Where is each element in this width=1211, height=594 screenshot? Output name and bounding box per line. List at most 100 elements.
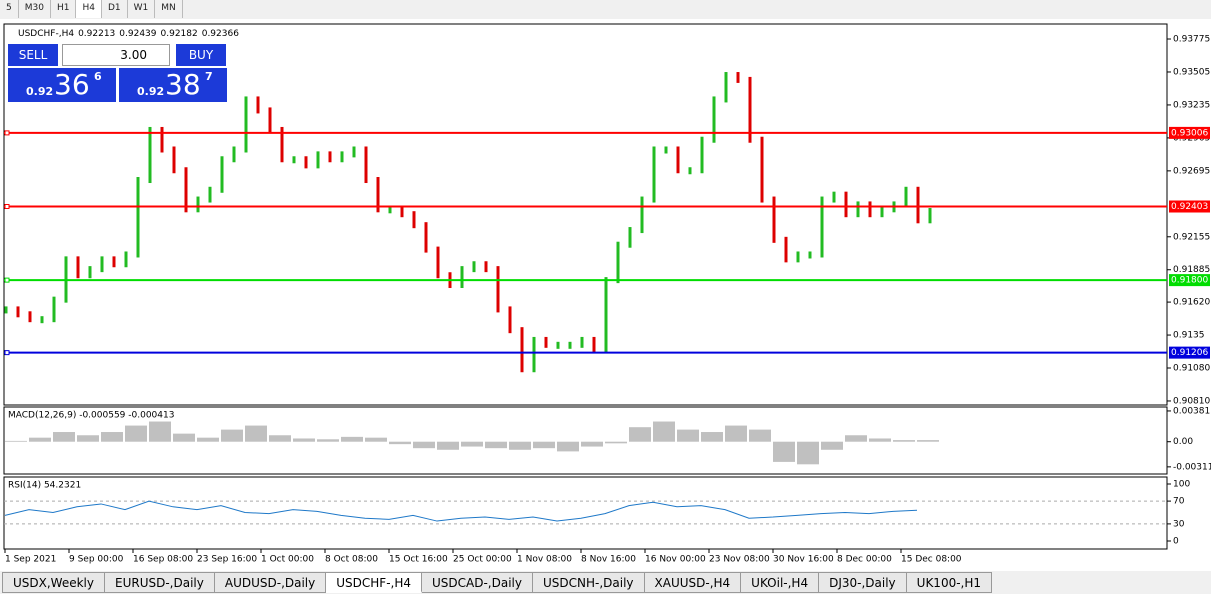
sell-button[interactable]: SELL [8,44,58,66]
macd-bar [53,432,75,442]
rsi-line [4,500,918,522]
chart-tab[interactable]: XAUUSD-,H4 [644,572,742,593]
candle [148,126,152,184]
candle [16,306,20,318]
buy-button[interactable]: BUY [176,44,226,66]
x-tick-label: 1 Nov 08:00 [517,555,572,565]
price-pip: 7 [205,70,213,83]
candle [628,227,632,248]
candle [520,327,524,373]
macd-bar [269,435,291,442]
chart-tab[interactable]: UKOil-,H4 [741,572,820,593]
x-tick-label: 16 Sep 08:00 [133,555,193,565]
macd-bar [101,432,123,442]
chart-tab[interactable]: USDX,Weekly [2,572,105,593]
timeframe-button[interactable]: W1 [128,0,156,18]
macd-bar [77,435,99,442]
candle [412,211,416,229]
chart-tab[interactable]: UK100-,H1 [906,572,993,593]
ohlc-value: 0.92439 [119,29,156,39]
timeframe-button[interactable]: M30 [19,0,51,18]
chart-tab[interactable]: USDCHF-,H4 [326,572,422,593]
y-tick-label: 0.91620 [1173,298,1210,308]
macd-bar [653,421,675,442]
level-label: 0.91206 [1171,348,1208,358]
x-tick-label: 1 Sep 2021 [5,555,56,565]
timeframe-button[interactable]: H1 [51,0,77,18]
price-big: 0.92 [26,85,54,98]
candle [532,336,536,373]
level-label: 0.92403 [1171,202,1208,212]
y-tick-label: 0.92695 [1173,166,1210,176]
ohlc-value: 0.92213 [78,29,115,39]
chart-tab[interactable]: DJ30-,Daily [819,572,907,593]
candle [916,186,920,224]
candle [928,208,932,224]
macd-bar [245,425,267,442]
chart-header: USDCHF-,H4 0.92213 0.92439 0.92182 0.92366 [18,29,239,39]
macd-bar [197,437,219,442]
price-pip: 6 [94,70,102,83]
lot-input[interactable]: 3.00 [62,44,170,66]
chart-tab[interactable]: USDCAD-,Daily [422,572,533,593]
x-tick-label: 30 Nov 16:00 [773,555,834,565]
timeframe-button[interactable]: D1 [102,0,128,18]
candle [40,316,44,324]
macd-bar [29,437,51,442]
indicator-label: RSI(14) 54.2321 [8,481,81,491]
x-tick-label: 1 Oct 00:00 [261,555,314,565]
x-tick-label: 23 Sep 16:00 [197,555,257,565]
y-tick-label: 0.00 [1173,437,1193,447]
chart-tab[interactable]: AUDUSD-,Daily [214,572,327,593]
level-label-box [1169,274,1210,287]
price-big: 0.92 [137,85,165,98]
timeframe-button[interactable]: 5 [0,0,19,18]
trade-panel: SELL 3.00 BUY 0.92 36 6 0.92 38 7 [8,44,227,102]
candle [688,167,692,175]
candle [772,196,776,243]
x-tick-label: 15 Dec 08:00 [901,555,962,565]
y-tick-label: 0 [1173,537,1179,547]
x-tick-label: 23 Nov 08:00 [709,555,770,565]
x-tick-label: 8 Dec 00:00 [837,555,892,565]
macd-bar [797,441,819,465]
candle [376,177,380,213]
price-main: 36 [54,68,90,101]
sell-price[interactable]: 0.92 36 6 [8,68,116,102]
candle [880,206,884,218]
macd-bar [125,425,147,442]
candle [496,266,500,313]
macd-bar [5,440,27,442]
x-tick-label: 8 Nov 16:00 [581,555,636,565]
candle [340,151,344,163]
candle [832,191,836,203]
timeframe-toolbar: 5 M30 H1 H4 D1 W1 MN [0,0,183,18]
candle [316,151,320,169]
macd-bar [701,432,723,442]
buy-price[interactable]: 0.92 38 7 [119,68,227,102]
y-tick-label: 30 [1173,519,1185,529]
level-handle [4,130,10,136]
candle [388,206,392,214]
chart-tab[interactable]: EURUSD-,Daily [105,572,215,593]
candle [868,201,872,218]
timeframe-button[interactable]: MN [155,0,183,18]
macd-bar [869,438,891,442]
candle [100,256,104,273]
candle [844,191,848,218]
symbol: USDCHF-,H4 [18,29,74,39]
macd-bar [725,425,747,442]
candle [304,156,308,169]
candle [568,341,572,349]
macd-bar [629,427,651,442]
timeframe-button[interactable]: H4 [76,0,102,18]
candle [400,206,404,218]
candle [676,146,680,174]
chart-tab[interactable]: USDCNH-,Daily [532,572,645,593]
candle [328,151,332,163]
candle [640,196,644,234]
macd-bar [533,441,555,449]
candle [472,261,476,273]
candle [664,146,668,154]
candle [76,256,80,279]
